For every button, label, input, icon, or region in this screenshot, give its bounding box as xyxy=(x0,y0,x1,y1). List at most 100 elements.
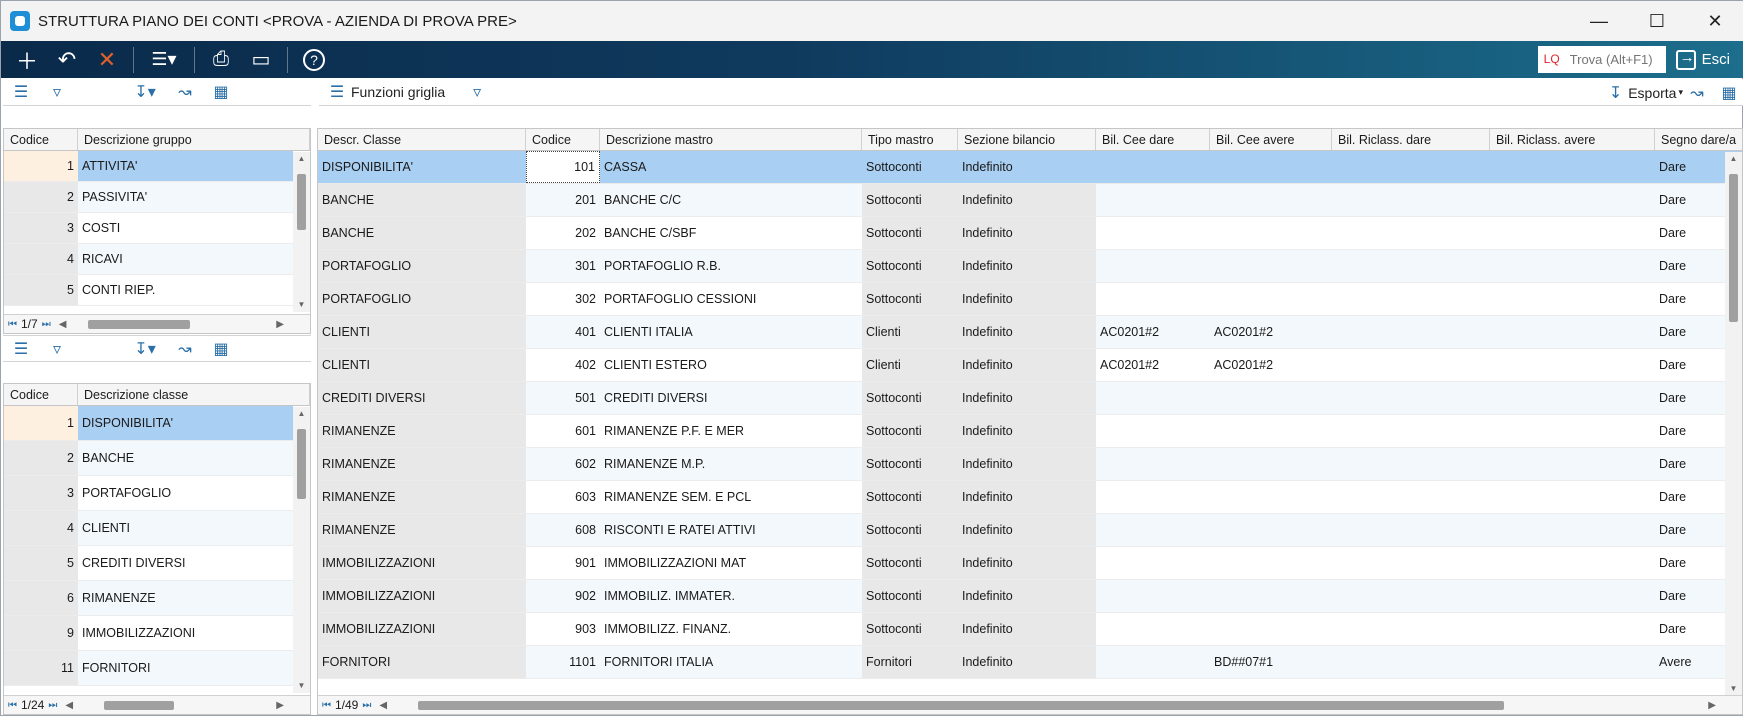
minimize-button[interactable]: — xyxy=(1590,10,1608,31)
table-row[interactable]: 5 CONTI RIEP. xyxy=(4,275,310,306)
print-icon[interactable]: ⎙ xyxy=(213,48,229,70)
add-icon[interactable]: ＋ xyxy=(15,48,38,74)
grid-icon[interactable]: ▦ xyxy=(213,340,229,358)
table-row[interactable]: RIMANENZE 608 RISCONTI E RATEI ATTIVI Sotto… xyxy=(318,514,1742,547)
last-page-icon[interactable]: ⏭ xyxy=(48,699,58,711)
table-row[interactable]: CREDITI DIVERSI 501 CREDITI DIVERSI Sottoco… xyxy=(318,382,1742,415)
table-row[interactable]: RIMANENZE 601 RIMANENZE P.F. E MER Sottocon… xyxy=(318,415,1742,448)
scroll-left-icon[interactable]: ◀ xyxy=(379,699,388,711)
chart-icon[interactable]: ↝ xyxy=(178,340,192,358)
column-header-code[interactable]: Codice xyxy=(4,384,78,405)
table-row[interactable]: DISPONIBILITA' 101 CASSA Sottoconti Indefini… xyxy=(318,151,1742,184)
table-row[interactable]: PORTAFOGLIO 302 PORTAFOGLIO CESSIONI Sottoc… xyxy=(318,283,1742,316)
grid-functions-button[interactable]: Funzioni griglia xyxy=(351,84,446,100)
scroll-up-icon[interactable]: ▲ xyxy=(297,154,306,163)
list-icon[interactable]: ☰ xyxy=(13,84,29,101)
filter-icon[interactable]: ▿ xyxy=(52,84,62,101)
menu-dropdown-icon[interactable]: ☰▾ xyxy=(151,49,177,69)
chart-icon[interactable]: ↝ xyxy=(1690,84,1704,102)
column-header-code[interactable]: Codice xyxy=(526,129,600,150)
filter-icon[interactable]: ▿ xyxy=(52,340,62,358)
table-row[interactable]: 6 RIMANENZE xyxy=(4,581,310,616)
scroll-down-icon[interactable]: ▼ xyxy=(1729,684,1738,693)
table-row[interactable]: 5 CREDITI DIVERSI xyxy=(4,546,310,581)
delete-icon[interactable]: ✕ xyxy=(97,46,117,72)
column-header-cee-credit[interactable]: Bil. Cee avere xyxy=(1210,129,1332,150)
column-header-balance-section[interactable]: Sezione bilancio xyxy=(958,129,1096,150)
chart-icon[interactable]: ↝ xyxy=(178,84,192,101)
table-row[interactable]: IMMOBILIZZAZIONI 903 IMMOBILIZZ. FINANZ. So… xyxy=(318,613,1742,646)
column-header-ledger-description[interactable]: Descrizione mastro xyxy=(600,129,862,150)
scrollbar-thumb[interactable] xyxy=(297,429,306,499)
first-page-icon[interactable]: ⏮ xyxy=(8,699,17,711)
grid-icon[interactable]: ▦ xyxy=(1721,84,1737,102)
list-icon[interactable]: ☰ xyxy=(329,84,345,101)
table-row[interactable]: 4 CLIENTI xyxy=(4,511,310,546)
scroll-left-icon[interactable]: ◀ xyxy=(65,699,74,711)
groups-vertical-scrollbar[interactable]: ▲ ▼ xyxy=(293,152,310,312)
column-header-reclass-credit[interactable]: Bil. Riclass. avere xyxy=(1490,129,1655,150)
table-row[interactable]: 2 PASSIVITA' xyxy=(4,182,310,213)
column-header-class-description[interactable]: Descrizione classe xyxy=(78,384,310,405)
search-input[interactable] xyxy=(1565,46,1666,73)
download-dropdown-icon[interactable]: ↧▾ xyxy=(134,84,156,101)
maximize-button[interactable]: ☐ xyxy=(1648,10,1666,31)
column-header-cee-debit[interactable]: Bil. Cee dare xyxy=(1096,129,1210,150)
export-button[interactable]: ↧ Esporta ▾ xyxy=(1609,79,1683,106)
cell-class-description: IMMOBILIZZAZIONI xyxy=(318,613,526,645)
table-row[interactable]: 3 COSTI xyxy=(4,213,310,244)
download-dropdown-icon[interactable]: ↧▾ xyxy=(134,340,156,358)
table-row[interactable]: RIMANENZE 603 RIMANENZE SEM. E PCL Sottocon… xyxy=(318,481,1742,514)
table-row[interactable]: 4 RICAVI xyxy=(4,244,310,275)
table-row[interactable]: BANCHE 201 BANCHE C/C Sottoconti Indefinito D… xyxy=(318,184,1742,217)
scroll-down-icon[interactable]: ▼ xyxy=(297,681,306,690)
scroll-up-icon[interactable]: ▲ xyxy=(297,409,306,418)
table-row[interactable]: 1 ATTIVITA' xyxy=(4,151,310,182)
last-page-icon[interactable]: ⏭ xyxy=(41,318,51,330)
list-icon[interactable]: ☰ xyxy=(13,340,29,358)
last-page-icon[interactable]: ⏭ xyxy=(362,699,372,711)
scroll-left-icon[interactable]: ◀ xyxy=(58,318,67,330)
table-row[interactable]: 1 DISPONIBILITA' xyxy=(4,406,310,441)
main-vertical-scrollbar[interactable]: ▲ ▼ xyxy=(1725,152,1742,696)
column-header-reclass-debit[interactable]: Bil. Riclass. dare xyxy=(1332,129,1490,150)
column-header-class-description[interactable]: Descr. Classe xyxy=(318,129,526,150)
undo-icon[interactable]: ↶ xyxy=(57,46,77,72)
grid-icon[interactable]: ▦ xyxy=(213,84,229,101)
horizontal-scrollbar-thumb[interactable] xyxy=(88,320,190,329)
scrollbar-thumb[interactable] xyxy=(297,174,306,230)
help-icon[interactable]: ? xyxy=(294,41,334,78)
table-row[interactable]: CLIENTI 402 CLIENTI ESTERO Clienti Indefinit… xyxy=(318,349,1742,382)
scroll-down-icon[interactable]: ▼ xyxy=(297,300,306,309)
column-header-code[interactable]: Codice xyxy=(4,129,78,150)
horizontal-scrollbar-thumb[interactable] xyxy=(418,701,1504,710)
first-page-icon[interactable]: ⏮ xyxy=(8,318,17,330)
table-row[interactable]: RIMANENZE 602 RIMANENZE M.P. Sottoconti Inde… xyxy=(318,448,1742,481)
first-page-icon[interactable]: ⏮ xyxy=(322,699,331,711)
filter-icon[interactable]: ▿ xyxy=(473,84,482,101)
exit-button[interactable]: Esci xyxy=(1675,49,1730,70)
classes-vertical-scrollbar[interactable]: ▲ ▼ xyxy=(293,407,310,693)
horizontal-scrollbar-thumb[interactable] xyxy=(104,701,174,710)
table-row[interactable]: 2 BANCHE xyxy=(4,441,310,476)
table-row[interactable]: IMMOBILIZZAZIONI 901 IMMOBILIZZAZIONI MAT S… xyxy=(318,547,1742,580)
scroll-right-icon[interactable]: ▶ xyxy=(276,318,284,330)
table-row[interactable]: IMMOBILIZZAZIONI 902 IMMOBILIZ. IMMATER. So… xyxy=(318,580,1742,613)
table-row[interactable]: 9 IMMOBILIZZAZIONI xyxy=(4,616,310,651)
table-row[interactable]: BANCHE 202 BANCHE C/SBF Sottoconti Indefinit… xyxy=(318,217,1742,250)
scroll-right-icon[interactable]: ▶ xyxy=(1708,699,1716,711)
close-window-button[interactable]: ✕ xyxy=(1707,10,1723,31)
column-header-group-description[interactable]: Descrizione gruppo xyxy=(78,129,310,150)
table-row[interactable]: CLIENTI 401 CLIENTI ITALIA Clienti Indefinit… xyxy=(318,316,1742,349)
scrollbar-thumb[interactable] xyxy=(1729,174,1738,322)
monitor-icon[interactable]: ▭ xyxy=(251,49,271,71)
column-header-sign[interactable]: Segno dare/a xyxy=(1655,129,1742,150)
table-row[interactable]: FORNITORI 1101 FORNITORI ITALIA Fornitori In… xyxy=(318,646,1742,679)
scroll-right-icon[interactable]: ▶ xyxy=(276,699,284,711)
table-row[interactable]: 3 PORTAFOGLIO xyxy=(4,476,310,511)
table-row[interactable]: PORTAFOGLIO 301 PORTAFOGLIO R.B. Sottoconti… xyxy=(318,250,1742,283)
table-row[interactable]: 11 FORNITORI xyxy=(4,651,310,686)
column-header-ledger-type[interactable]: Tipo mastro xyxy=(862,129,958,150)
cell-ledger-description: CASSA xyxy=(600,151,862,183)
scroll-up-icon[interactable]: ▲ xyxy=(1729,154,1738,163)
